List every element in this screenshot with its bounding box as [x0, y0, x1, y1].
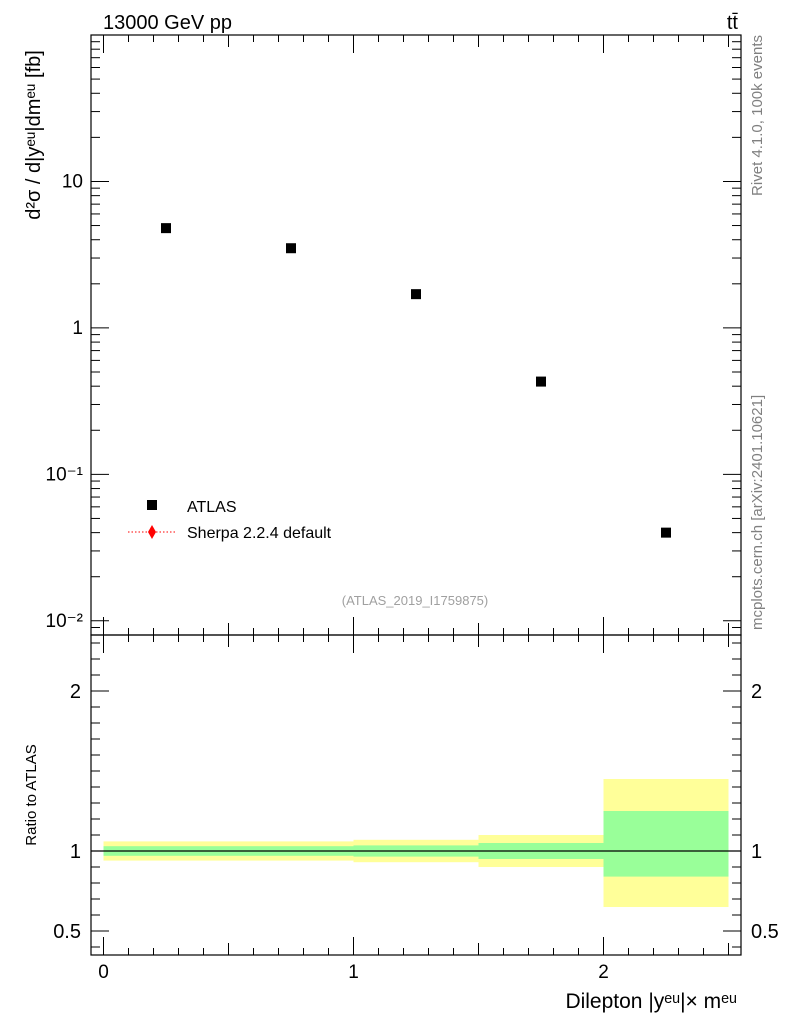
- atlas-data-point: [536, 376, 546, 387]
- atlas-data-point: [161, 223, 171, 234]
- legend-atlas-label: ATLAS: [187, 499, 237, 516]
- y-tick-label: 10⁻²: [46, 611, 84, 632]
- source-label: mcplots.cern.ch [arXiv:2401.10621]: [749, 395, 766, 630]
- rivet-label: Rivet 4.1.0, 100k events: [749, 35, 766, 196]
- legend-atlas-marker: [147, 500, 157, 510]
- energy-label: 13000 GeV pp: [103, 12, 232, 34]
- legend-sherpa-marker: [148, 525, 156, 539]
- ratio-x-axis: 0 1 2: [98, 635, 729, 983]
- ratio-y-tick-label-left: 2: [70, 681, 81, 703]
- ratio-y-tick-label-left: 0.5: [53, 921, 81, 943]
- atlas-data-point: [411, 289, 421, 300]
- ratio-y-tick-label-left: 1: [70, 841, 81, 863]
- ratio-y-axis: 2 2 1 1 0.5 0.5: [53, 642, 779, 948]
- atlas-data-point: [661, 527, 671, 538]
- main-panel-frame: [90, 34, 742, 636]
- x-tick-label: 1: [348, 962, 359, 983]
- ratio-y-tick-label-right: 0.5: [751, 921, 779, 943]
- main-y-axis-label: d²σ / d|yᵉᵘ|dmᵉᵘ [fb]: [23, 50, 45, 220]
- ratio-panel: 2 2 1 1 0.5 0.5 0 1 2 Ratio to ATLAS Dilepton |…: [23, 634, 779, 1013]
- ratio-y-tick-label-right: 2: [751, 681, 762, 703]
- watermark: (ATLAS_2019_I1759875): [342, 593, 488, 608]
- x-tick-label: 2: [598, 962, 609, 983]
- y-tick-label: 1: [72, 318, 83, 339]
- legend: ATLAS Sherpa 2.2.4 default: [128, 499, 332, 542]
- stat-uncertainty-band: [603, 811, 729, 877]
- process-label: tt̄: [727, 12, 739, 34]
- ratio-uncertainty-bands: [103, 779, 729, 907]
- legend-sherpa-label: Sherpa 2.2.4 default: [187, 525, 332, 542]
- main-panel: 10 1 10⁻¹ 10⁻² d²σ / d|yᵉᵘ|dmᵉᵘ [fb] (ATLAS…: [23, 34, 742, 636]
- main-x-axis: [103, 35, 729, 635]
- main-y-axis: 10 1 10⁻¹ 10⁻²: [46, 34, 741, 636]
- main-data-points: [161, 223, 671, 538]
- ratio-y-axis-label: Ratio to ATLAS: [23, 744, 40, 845]
- x-tick-label: 0: [98, 962, 109, 983]
- y-tick-label: 10: [62, 171, 83, 192]
- x-axis-label: Dilepton |yᵉᵘ|× mᵉᵘ: [565, 990, 737, 1013]
- y-tick-label: 10⁻¹: [46, 464, 84, 485]
- atlas-data-point: [286, 243, 296, 254]
- ratio-y-tick-label-right: 1: [751, 841, 762, 863]
- ratio-panel-frame: [90, 634, 742, 956]
